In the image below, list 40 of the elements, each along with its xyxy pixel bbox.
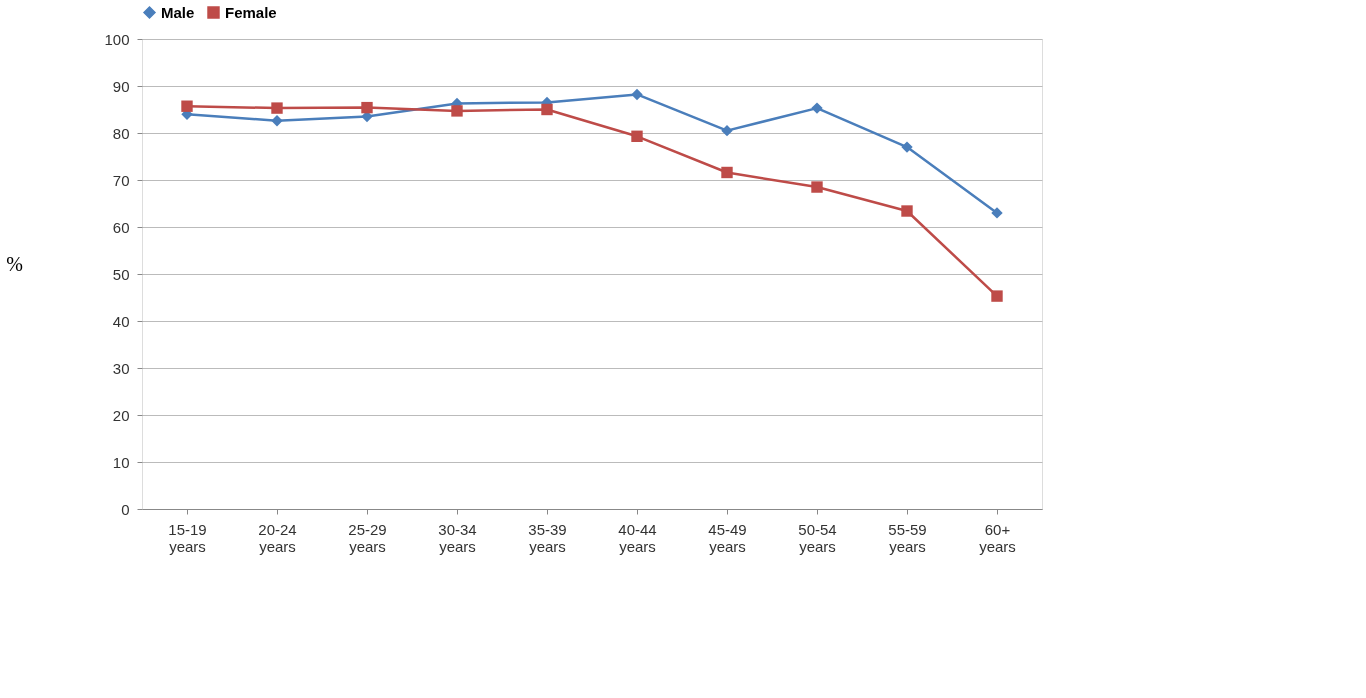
y-tick-label: 90 — [112, 77, 130, 95]
x-tick-label: 15-19 years — [168, 520, 207, 555]
point — [811, 181, 823, 193]
point — [271, 115, 283, 127]
y-tick-label: 70 — [112, 171, 130, 189]
x-tick-label: 50-54 years — [798, 520, 837, 555]
point — [631, 130, 643, 142]
point — [811, 102, 823, 114]
point — [721, 124, 733, 137]
point — [991, 290, 1003, 302]
point — [271, 102, 283, 114]
point — [991, 207, 1003, 219]
y-tick-label: 0 — [121, 500, 130, 518]
y-tick-label: 30 — [112, 359, 130, 377]
x-tick-label: 60+ years — [979, 520, 1016, 555]
y-tick-label: 80 — [112, 124, 130, 142]
y-axis-title: % — [6, 252, 23, 275]
x-tick-label: 40-44 years — [618, 520, 657, 555]
point — [451, 105, 463, 117]
x-tick-label: 55-59 years — [888, 520, 927, 555]
y-tick-label: 50 — [112, 265, 130, 283]
legend-label: Male — [161, 3, 195, 21]
x-tick-label: 45-49 years — [708, 520, 747, 555]
y-tick-label: 20 — [112, 406, 130, 424]
point — [361, 101, 373, 114]
point — [901, 205, 913, 217]
point — [181, 100, 193, 112]
y-tick-label: 40 — [112, 312, 130, 330]
x-tick-label: 25-29 years — [348, 520, 387, 555]
y-tick-label: 100 — [104, 30, 130, 48]
point — [541, 103, 553, 116]
x-tick-label: 20-24 years — [258, 520, 297, 555]
point — [901, 141, 913, 153]
point — [721, 166, 733, 179]
legend-label: Female — [225, 3, 277, 21]
x-tick-label: 35-39 years — [528, 520, 567, 555]
y-tick-label: 60 — [112, 218, 130, 236]
x-tick-label: 30-34 years — [438, 520, 477, 555]
y-tick-label: 10 — [112, 453, 130, 471]
point — [631, 88, 643, 101]
